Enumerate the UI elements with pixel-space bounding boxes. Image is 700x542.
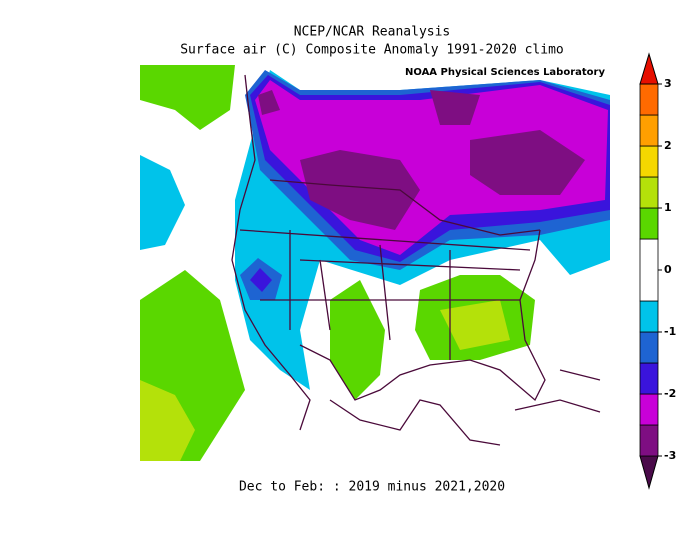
colorbar-tick-label: 3 [664, 77, 672, 90]
state-lines [239, 229, 531, 360]
colorbar-tick-label: 0 [664, 263, 672, 276]
colorbar-bin [639, 331, 659, 364]
colorbar-bin [639, 393, 659, 426]
colorbar-bin [639, 114, 659, 147]
anomaly-region [470, 130, 585, 195]
boundaries [231, 74, 601, 446]
anomaly-region [250, 268, 272, 292]
colorbar-bin [639, 83, 659, 116]
anomaly-region [440, 300, 510, 350]
colorbar-extend [639, 52, 659, 85]
colorbar-bin [639, 238, 659, 302]
colorbar-tick-label: -1 [664, 325, 676, 338]
colorbar-tick-label: -3 [664, 449, 676, 462]
colorbar-bin [639, 424, 659, 457]
coastline [231, 74, 311, 431]
anomaly-region [430, 90, 480, 125]
anomaly-region [300, 150, 420, 230]
anomaly-region [258, 90, 280, 115]
coastline [329, 399, 501, 446]
colorbar-extend [639, 455, 659, 490]
colorbar: -3 -2 -1 0 1 2 3 [639, 52, 676, 490]
anomaly-region [140, 155, 185, 250]
colorbar-bin [639, 145, 659, 178]
title: NCEP/NCAR Reanalysis [294, 25, 451, 40]
coastline [299, 229, 546, 402]
map [140, 65, 610, 461]
footer: Dec to Feb: : 2019 minus 2021,2020 [239, 480, 505, 495]
colorbar-tick-label: 1 [664, 201, 672, 214]
anomaly-region [140, 65, 235, 130]
colorbar-bin [639, 300, 659, 333]
colorbar-bin [639, 362, 659, 395]
colorbar-tick-label: 2 [664, 139, 672, 152]
anomaly-region [330, 280, 385, 400]
colorbar-bin [639, 207, 659, 240]
credit: NOAA Physical Sciences Laboratory [405, 67, 606, 78]
anomaly-region [140, 380, 195, 461]
subtitle: Surface air (C) Composite Anomaly 1991-2… [180, 43, 564, 58]
colorbar-bin [639, 176, 659, 209]
islands [514, 369, 601, 413]
colorbar-tick-label: -2 [664, 387, 676, 400]
border [269, 179, 541, 236]
